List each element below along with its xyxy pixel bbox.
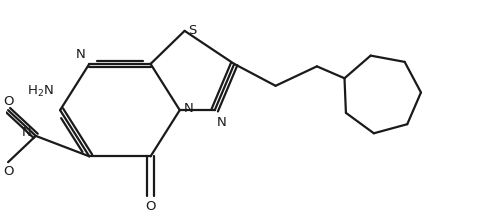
Text: O: O: [3, 95, 13, 108]
Text: O: O: [3, 165, 13, 178]
Text: O: O: [145, 200, 156, 213]
Text: N: N: [184, 102, 193, 115]
Text: N: N: [217, 116, 227, 129]
Text: H$_2$N: H$_2$N: [27, 84, 54, 99]
Text: S: S: [188, 24, 197, 37]
Text: N: N: [76, 48, 85, 61]
Text: N: N: [22, 127, 32, 140]
